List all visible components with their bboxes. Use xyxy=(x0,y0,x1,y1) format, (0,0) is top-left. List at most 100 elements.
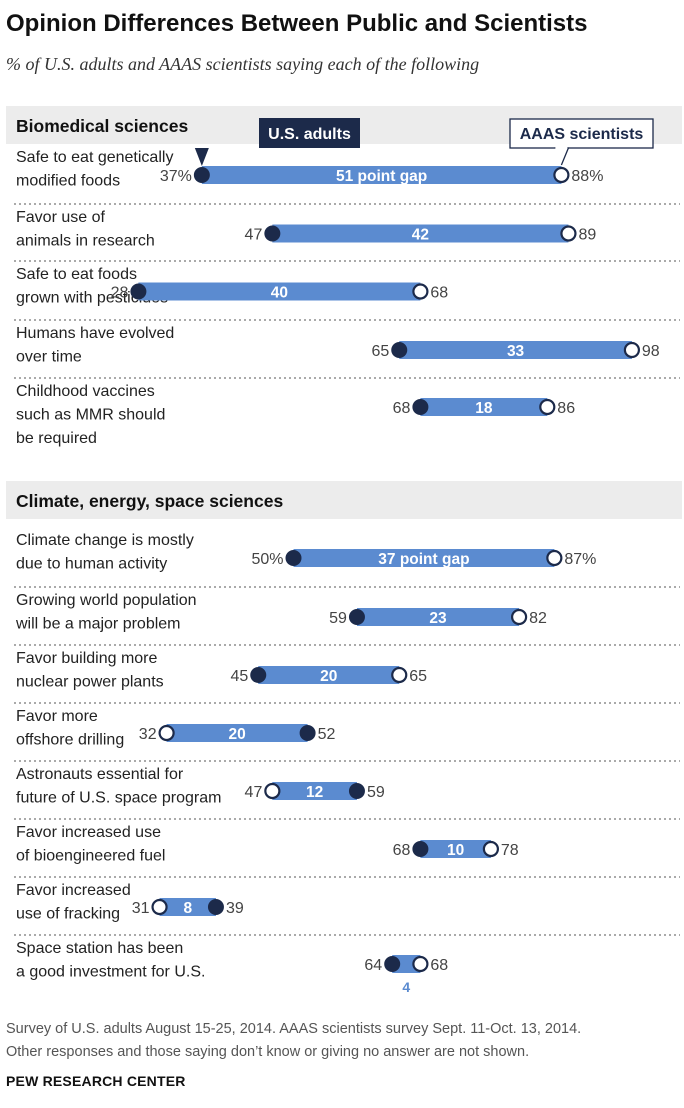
us-adults-dot xyxy=(250,667,267,683)
row-label: be required xyxy=(16,430,97,447)
value-label-right: 86 xyxy=(557,400,575,417)
row-label: nuclear power plants xyxy=(16,674,164,691)
row-label: Humans have evolved xyxy=(16,325,174,342)
value-label-left: 47 xyxy=(245,227,263,244)
row-label: modified foods xyxy=(16,173,120,190)
row-label: a good investment for U.S. xyxy=(16,964,205,981)
us-adults-dot xyxy=(412,841,429,857)
gap-bar xyxy=(392,955,421,973)
scientists-dot xyxy=(151,898,168,916)
value-label-left: 68 xyxy=(393,400,411,417)
us-adults-dot xyxy=(391,342,408,358)
scientists-dot xyxy=(510,608,528,626)
value-label-right: 39 xyxy=(226,900,244,917)
gap-bar xyxy=(166,724,308,742)
scientists-dot xyxy=(539,398,556,416)
gap-label: 18 xyxy=(475,400,493,417)
footnote: Survey of U.S. adults August 15-25, 2014… xyxy=(6,1018,581,1064)
row-label: Growing world population xyxy=(16,592,197,609)
scientists-dot xyxy=(553,166,570,184)
row-label: Favor more xyxy=(16,708,98,725)
legend-us-adults-box xyxy=(259,118,360,148)
value-label-left: 37% xyxy=(160,168,192,185)
gap-label: 20 xyxy=(320,668,337,685)
gap-label: 4 xyxy=(402,979,410,995)
gap-label: 20 xyxy=(228,726,245,743)
gap-bar xyxy=(272,224,569,243)
row-label: such as MMR should xyxy=(16,407,165,424)
gap-label: 37 point gap xyxy=(378,551,469,568)
us-adults-dot xyxy=(348,609,365,625)
gap-bar xyxy=(138,282,421,301)
row-label: animals in research xyxy=(16,233,155,250)
scientists-dot xyxy=(412,283,429,300)
us-adults-dot xyxy=(384,956,401,972)
value-label-left: 45 xyxy=(230,668,248,685)
value-label-right: 65 xyxy=(409,668,427,685)
us-adults-dot xyxy=(193,167,210,183)
value-label-left: 31 xyxy=(132,900,150,917)
us-adults-dot xyxy=(207,899,224,915)
value-label-left: 32 xyxy=(139,726,157,743)
row-label: due to human activity xyxy=(16,556,167,573)
value-label-left: 50% xyxy=(251,551,283,568)
row-label: Favor use of xyxy=(16,209,105,226)
us-adults-dot xyxy=(299,725,316,741)
legend-scientists-pointer xyxy=(554,147,570,166)
scientists-dot xyxy=(412,955,429,973)
gap-label: 51 point gap xyxy=(336,168,427,185)
legend-scientists-box xyxy=(509,118,654,149)
chart-subtitle: % of U.S. adults and AAAS scientists say… xyxy=(6,54,480,74)
value-label-left: 47 xyxy=(245,784,263,801)
row-label: Favor increased xyxy=(16,882,131,899)
value-label-right: 98 xyxy=(642,343,660,360)
value-label-left: 65 xyxy=(371,343,389,360)
gap-bar xyxy=(258,666,400,684)
row-label: Favor building more xyxy=(16,650,158,667)
value-label-right: 68 xyxy=(430,957,448,974)
section-header: Climate, energy, space sciences xyxy=(16,491,283,511)
scientists-dot xyxy=(264,782,281,800)
gap-bar xyxy=(159,898,216,916)
gap-label: 40 xyxy=(271,285,288,302)
gap-label: 8 xyxy=(183,900,192,917)
us-adults-dot xyxy=(412,399,429,415)
row-label: of bioengineered fuel xyxy=(16,848,165,865)
gap-bar xyxy=(420,398,548,416)
row-label: Favor increased use xyxy=(16,824,161,841)
value-label-left: 68 xyxy=(393,842,411,859)
row-label: future of U.S. space program xyxy=(16,790,221,807)
gap-label: 23 xyxy=(429,610,447,627)
row-label: Childhood vaccines xyxy=(16,383,155,400)
us-adults-dot xyxy=(348,783,365,799)
value-label-left: 28 xyxy=(111,285,129,302)
value-label-left: 64 xyxy=(364,957,382,974)
gap-bar xyxy=(356,608,520,626)
us-adults-dot xyxy=(285,550,302,566)
gap-bar xyxy=(272,782,357,800)
gap-label: 42 xyxy=(412,227,429,244)
chart-title: Opinion Differences Between Public and S… xyxy=(6,10,588,37)
value-label-right: 82 xyxy=(529,610,547,627)
row-label: Safe to eat foods xyxy=(16,266,137,283)
scientists-dot xyxy=(391,666,408,684)
gap-bar xyxy=(293,549,555,567)
dot-range-chart: Biomedical sciences Safe to eat genetical… xyxy=(6,106,682,995)
value-label-right: 89 xyxy=(578,227,596,244)
scientists-dot xyxy=(623,341,641,359)
footnote-line-2: Other responses and those saying don’t k… xyxy=(6,1044,530,1060)
row-label: Space station has been xyxy=(16,940,183,957)
value-label-right: 88% xyxy=(571,168,603,185)
row-label: offshore drilling xyxy=(16,732,124,749)
value-label-right: 78 xyxy=(501,842,519,859)
scientists-dot xyxy=(560,225,577,242)
row-label: grown with pesticides xyxy=(16,290,168,307)
section-header-bg xyxy=(6,481,682,519)
source-credit: PEW RESEARCH CENTER xyxy=(6,1073,186,1089)
scientists-dot xyxy=(482,840,499,858)
section-header: Biomedical sciences xyxy=(16,116,188,136)
scientists-dot xyxy=(546,549,563,567)
value-label-right: 59 xyxy=(367,784,385,801)
value-label-right: 87% xyxy=(564,551,596,568)
gap-label: 12 xyxy=(306,784,323,801)
